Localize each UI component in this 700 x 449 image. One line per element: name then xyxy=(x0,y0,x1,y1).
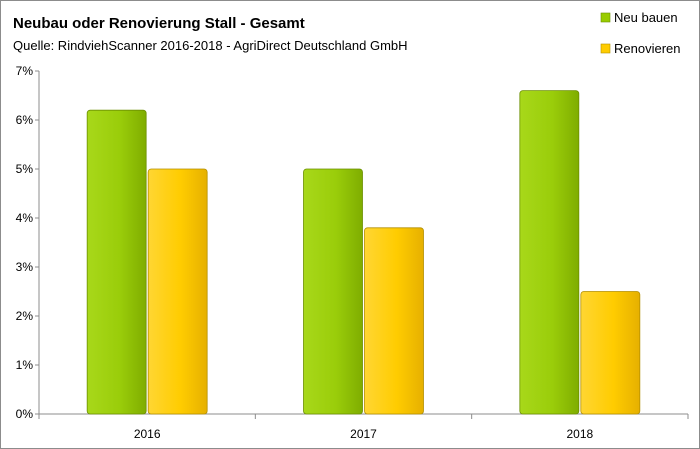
y-tick-label: 3% xyxy=(16,260,34,274)
x-tick-label: 2017 xyxy=(350,427,377,441)
bar-renovieren-2017 xyxy=(364,227,424,415)
legend: Neu bauen Renovieren xyxy=(600,10,681,56)
bar-neu-bauen-2017 xyxy=(303,168,363,415)
bar-neu-bauen-2018 xyxy=(519,90,580,415)
bar-renovieren-2018 xyxy=(580,291,641,415)
y-tick-label: 0% xyxy=(16,407,34,421)
y-tick-label: 1% xyxy=(16,358,34,372)
y-tick-label: 7% xyxy=(16,64,34,78)
chart-subtitle: Quelle: RindviehScanner 2016-2018 - Agri… xyxy=(13,38,408,53)
legend-label: Renovieren xyxy=(614,41,681,56)
y-tick-label: 6% xyxy=(16,113,34,127)
legend-swatch xyxy=(600,43,611,54)
bars xyxy=(86,90,641,415)
x-tick-label: 2016 xyxy=(134,427,161,441)
axes: 0% 1% 2% 3% 4% 5% 6% 7% 2016 2017 2018 xyxy=(16,64,689,441)
bar-renovieren-2016 xyxy=(147,168,208,415)
legend-swatch xyxy=(600,12,611,23)
chart-title: Neubau oder Renovierung Stall - Gesamt xyxy=(13,15,305,32)
x-tick-label: 2018 xyxy=(566,427,593,441)
y-tick-label: 4% xyxy=(16,211,34,225)
bar-neu-bauen-2016 xyxy=(86,109,147,415)
y-tick-label: 5% xyxy=(16,162,34,176)
y-tick-label: 2% xyxy=(16,309,34,323)
legend-label: Neu bauen xyxy=(614,10,678,25)
